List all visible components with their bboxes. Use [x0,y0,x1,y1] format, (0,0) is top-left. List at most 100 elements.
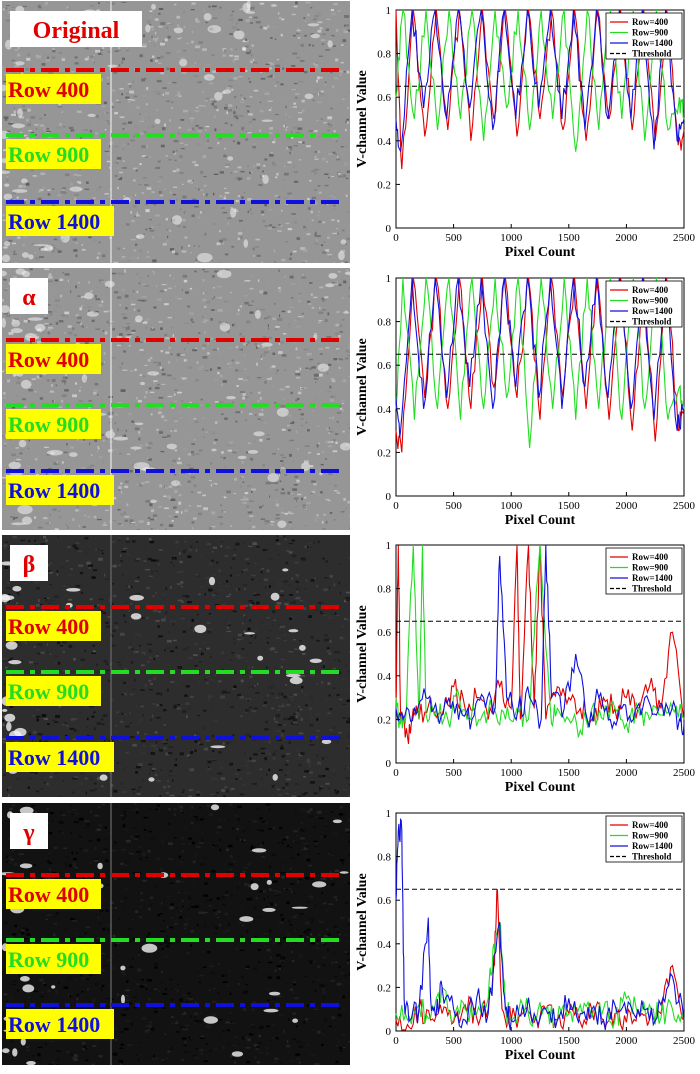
row-label-1: Row 400 [8,77,89,102]
x-axis-label: Pixel Count [505,1048,576,1063]
y-tick-label: 0.2 [377,447,391,459]
x-tick-label: 1500 [558,1035,581,1047]
chart-svg-gamma: 0 500 1000 1500 2000 2500 0 0.2 0.4 0.6 0.8 1 Pixel … [352,803,698,1069]
y-tick-label: 0.4 [377,136,391,148]
texture-image-alpha: α Row 400 Row 900 Row 1400 [2,268,350,530]
row-label-3: Row 1400 [8,478,100,503]
chart-svg-original: 0 500 1000 1500 2000 2500 0 0.2 0.4 0.6 0.8 1 Pixel … [352,0,698,266]
row-label-2: Row 900 [8,412,89,437]
y-tick-label: 0.8 [377,49,391,61]
row-label-1: Row 400 [8,614,89,639]
y-axis-label: V-channel Value [355,873,370,970]
y-tick-label: 0 [386,491,392,503]
chart-gamma: 0 500 1000 1500 2000 2500 0 0.2 0.4 0.6 0.8 1 Pixel … [352,803,698,1069]
x-tick-label: 500 [445,500,462,512]
x-tick-label: 0 [393,1035,399,1047]
row-label-2: Row 900 [8,679,89,704]
chart-original: 0 500 1000 1500 2000 2500 0 0.2 0.4 0.6 0.8 1 Pixel … [352,0,698,266]
x-tick-label: 2500 [673,767,696,779]
x-tick-label: 2500 [673,1035,696,1047]
y-tick-label: 0.2 [377,179,391,191]
row-label-1: Row 400 [8,882,89,907]
y-tick-label: 1 [386,273,392,285]
y-axis-label: V-channel Value [355,338,370,435]
x-tick-label: 500 [445,232,462,244]
row-label-2: Row 900 [8,142,89,167]
panel-tag: α [22,285,36,311]
legend-label-4: Threshold [632,317,671,327]
legend-label-3: Row=1400 [632,306,673,316]
legend-label-1: Row=400 [632,820,669,830]
row-label-1: Row 400 [8,347,89,372]
x-tick-label: 2500 [673,232,696,244]
texture-image-gamma: γ Row 400 Row 900 Row 1400 [2,803,350,1065]
x-tick-label: 1000 [500,232,523,244]
x-tick-label: 1000 [500,1035,523,1047]
x-tick-label: 500 [445,767,462,779]
y-tick-label: 0.2 [377,982,391,994]
texture-image-beta: β Row 400 Row 900 Row 1400 [2,535,350,797]
x-tick-label: 1500 [558,767,581,779]
y-tick-label: 0 [386,758,392,770]
legend-label-4: Threshold [632,584,671,594]
legend-label-2: Row=900 [632,28,669,38]
legend-label-1: Row=400 [632,552,669,562]
legend-label-3: Row=1400 [632,573,673,583]
x-axis-label: Pixel Count [505,245,576,260]
y-tick-label: 0 [386,1026,392,1038]
legend-label-3: Row=1400 [632,841,673,851]
y-tick-label: 0.6 [377,92,391,104]
legend-label-3: Row=1400 [632,38,673,48]
y-tick-label: 1 [386,5,392,17]
y-tick-label: 0.4 [377,404,391,416]
texture-svg-gamma: γ Row 400 Row 900 Row 1400 [2,803,350,1065]
x-tick-label: 2000 [615,232,638,244]
row-label-3: Row 1400 [8,745,100,770]
y-tick-label: 0.4 [377,671,391,683]
y-axis-label: V-channel Value [355,70,370,167]
panel-tag: β [23,552,36,578]
x-tick-label: 1000 [500,767,523,779]
panel-tag: Original [33,18,120,44]
legend-label-2: Row=900 [632,563,669,573]
x-axis-label: Pixel Count [505,513,576,528]
y-tick-label: 1 [386,808,392,820]
texture-svg-beta: β Row 400 Row 900 Row 1400 [2,535,350,797]
texture-image-original: Original Row 400 Row 900 Row 1400 [2,1,350,263]
x-tick-label: 0 [393,767,399,779]
row-label-3: Row 1400 [8,209,100,234]
y-tick-label: 0 [386,223,392,235]
x-tick-label: 1500 [558,500,581,512]
legend-label-1: Row=400 [632,17,669,27]
texture-svg-alpha: α Row 400 Row 900 Row 1400 [2,268,350,530]
x-tick-label: 500 [445,1035,462,1047]
texture-svg-original: Original Row 400 Row 900 Row 1400 [2,1,350,263]
x-tick-label: 1000 [500,500,523,512]
x-tick-label: 0 [393,232,399,244]
y-tick-label: 0.6 [377,895,391,907]
panel-tag: γ [22,820,34,846]
x-tick-label: 2000 [615,767,638,779]
legend-label-4: Threshold [632,49,671,59]
y-tick-label: 1 [386,540,392,552]
x-tick-label: 1500 [558,232,581,244]
y-tick-label: 0.4 [377,939,391,951]
x-axis-label: Pixel Count [505,780,576,795]
legend-label-4: Threshold [632,852,671,862]
y-tick-label: 0.8 [377,584,391,596]
x-tick-label: 2000 [615,1035,638,1047]
y-tick-label: 0.6 [377,627,391,639]
y-tick-label: 0.6 [377,360,391,372]
legend-label-2: Row=900 [632,831,669,841]
legend-label-2: Row=900 [632,296,669,306]
row-label-2: Row 900 [8,947,89,972]
y-tick-label: 0.8 [377,317,391,329]
x-tick-label: 0 [393,500,399,512]
y-axis-label: V-channel Value [355,605,370,702]
row-label-3: Row 1400 [8,1012,100,1037]
x-tick-label: 2500 [673,500,696,512]
y-tick-label: 0.8 [377,852,391,864]
